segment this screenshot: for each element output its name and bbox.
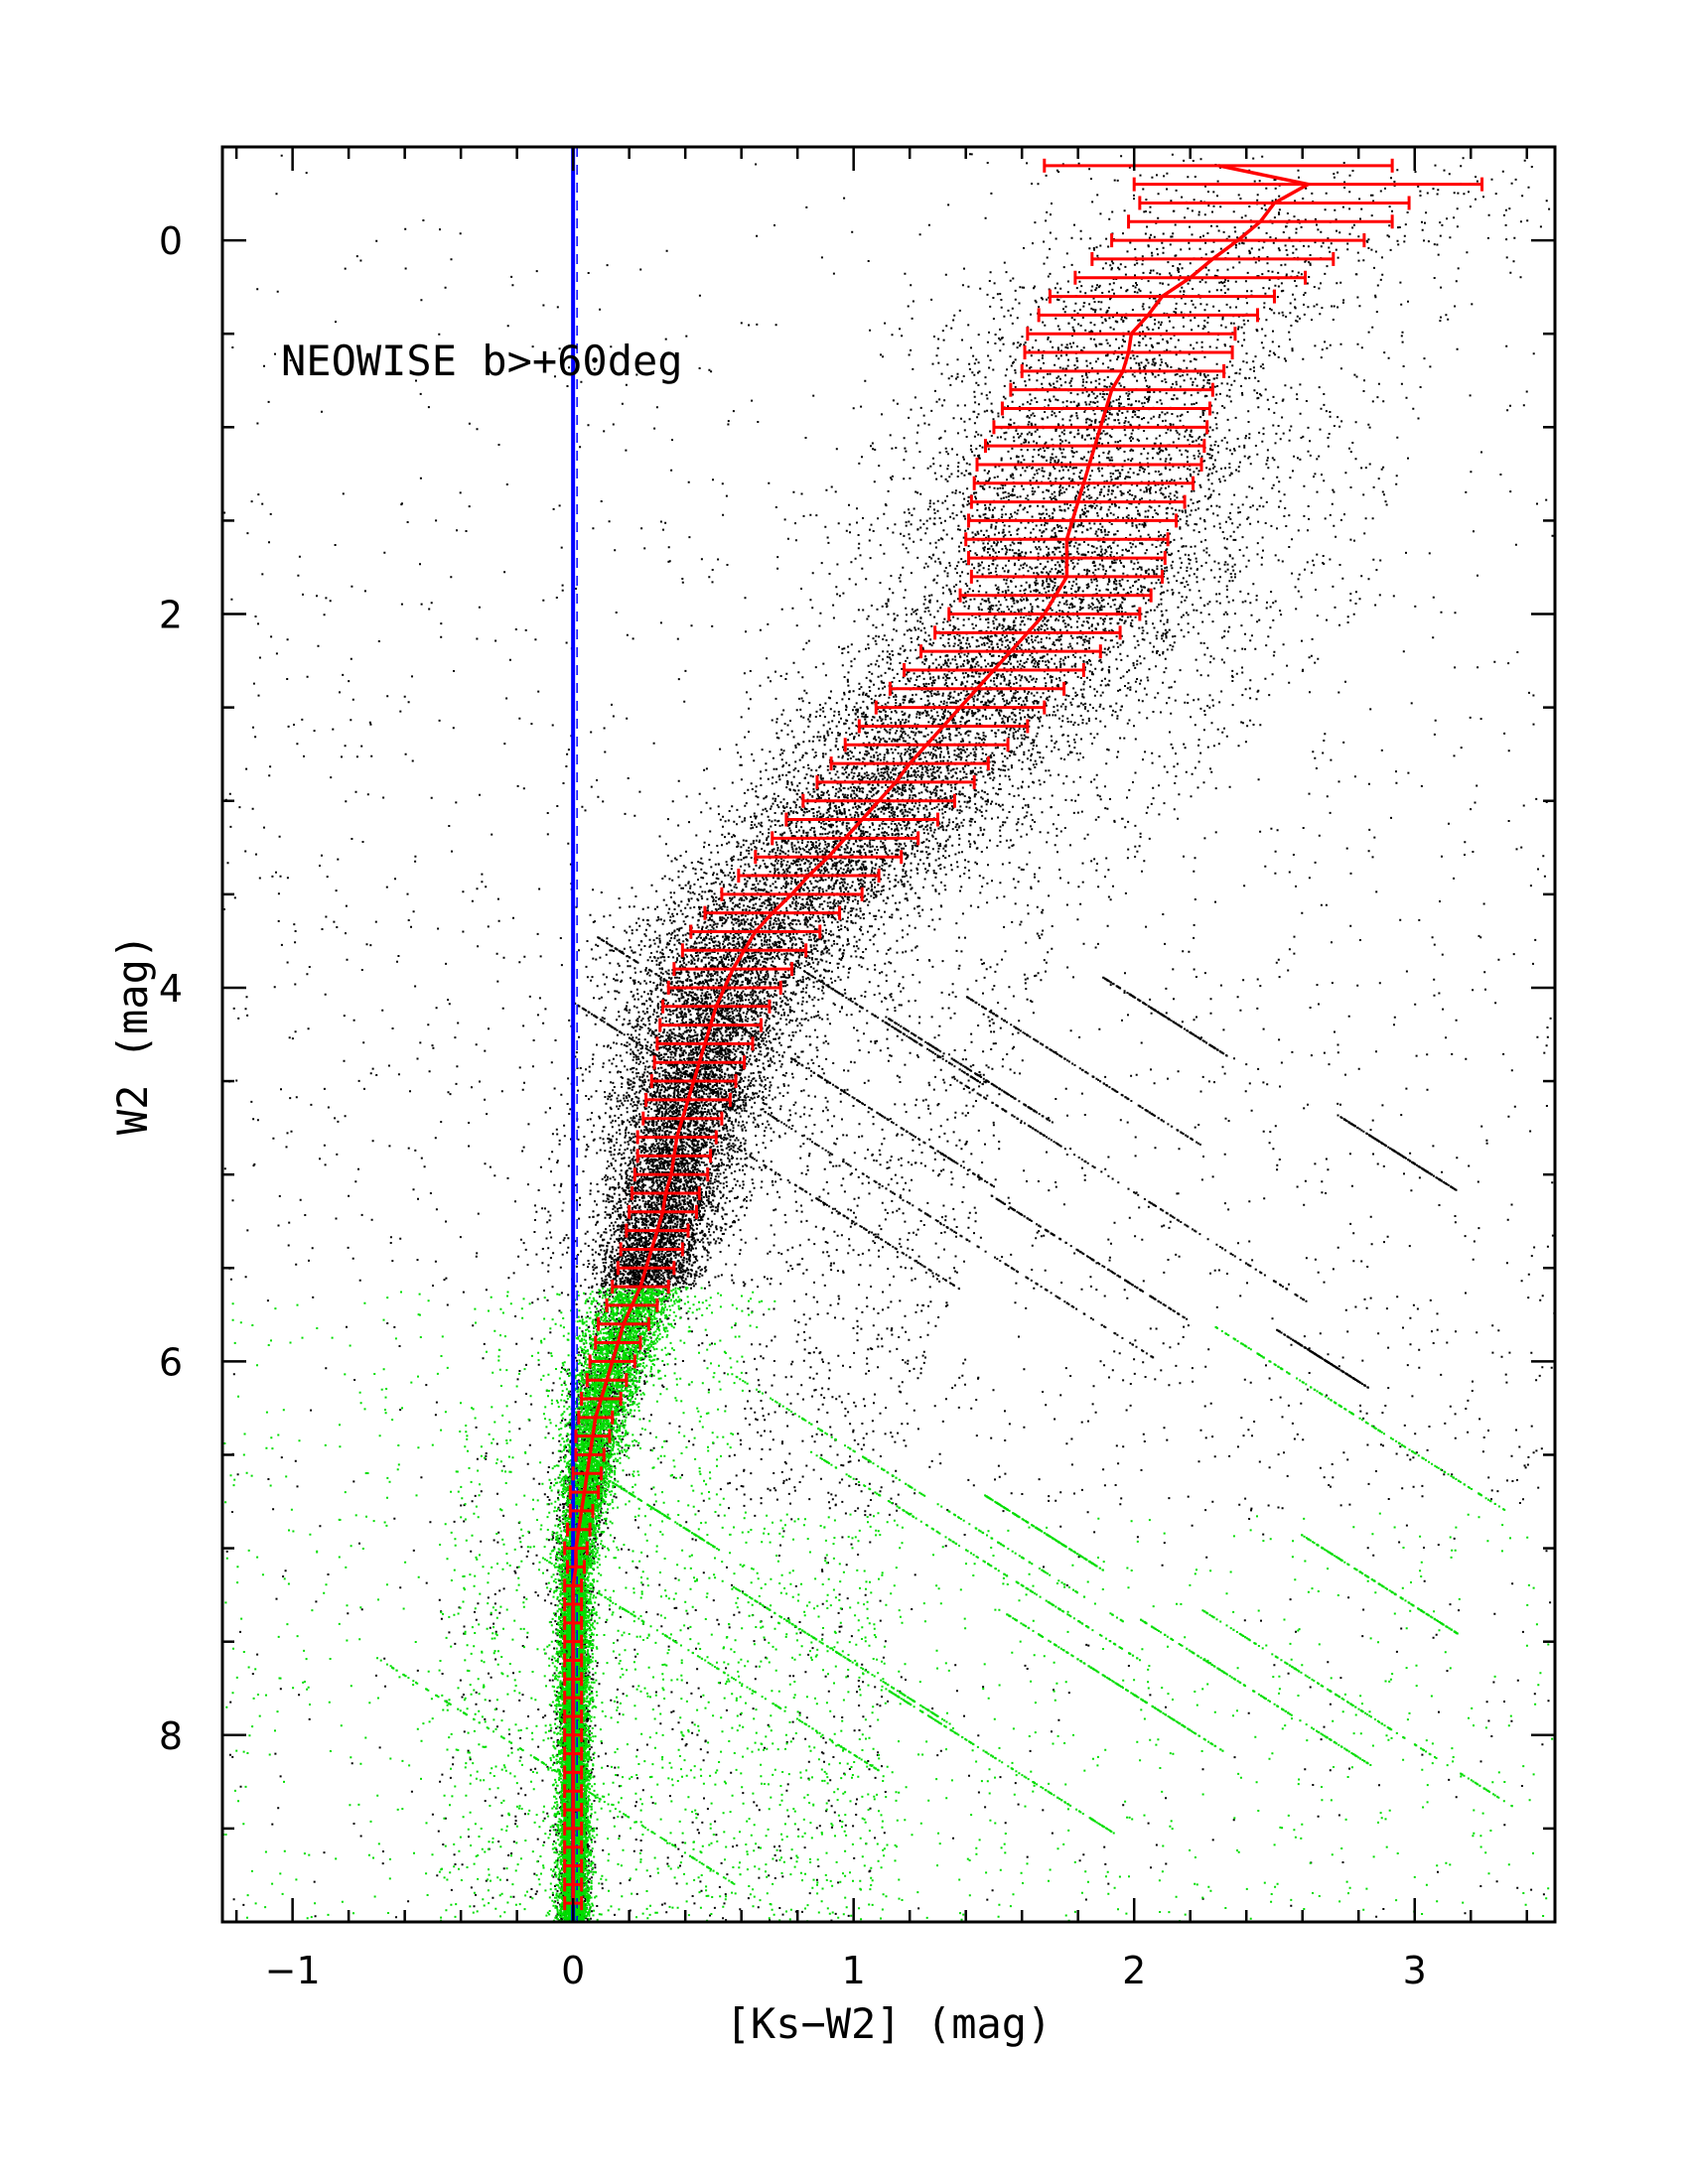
y-tick-label: 4	[159, 967, 183, 1011]
x-tick-label: −1	[265, 1949, 321, 1992]
scatter-points	[222, 153, 1555, 1922]
median-track	[563, 158, 1484, 1911]
y-tick-label: 0	[159, 219, 183, 263]
plot-frame	[220, 145, 1557, 1924]
y-tick-label: 6	[159, 1340, 183, 1384]
faint-star-points	[222, 1287, 1555, 1922]
annotation-label: NEOWISE b>+60deg	[281, 337, 683, 385]
bright-star-points	[222, 153, 1555, 1922]
axis-ticks: −1 0 1 2 3 0 2 4 6 8	[159, 145, 1555, 1992]
y-axis-label: W2 (mag)	[108, 934, 157, 1135]
median-line	[571, 164, 1314, 1904]
x-tick-label: 3	[1403, 1949, 1427, 1992]
x-tick-label: 1	[842, 1949, 866, 1992]
x-tick-label: 0	[561, 1949, 585, 1992]
x-axis-label: [Ks−W2] (mag)	[726, 1999, 1053, 2048]
y-tick-label: 2	[159, 594, 183, 637]
x-tick-label: 2	[1122, 1949, 1146, 1992]
y-tick-label: 8	[159, 1714, 183, 1758]
